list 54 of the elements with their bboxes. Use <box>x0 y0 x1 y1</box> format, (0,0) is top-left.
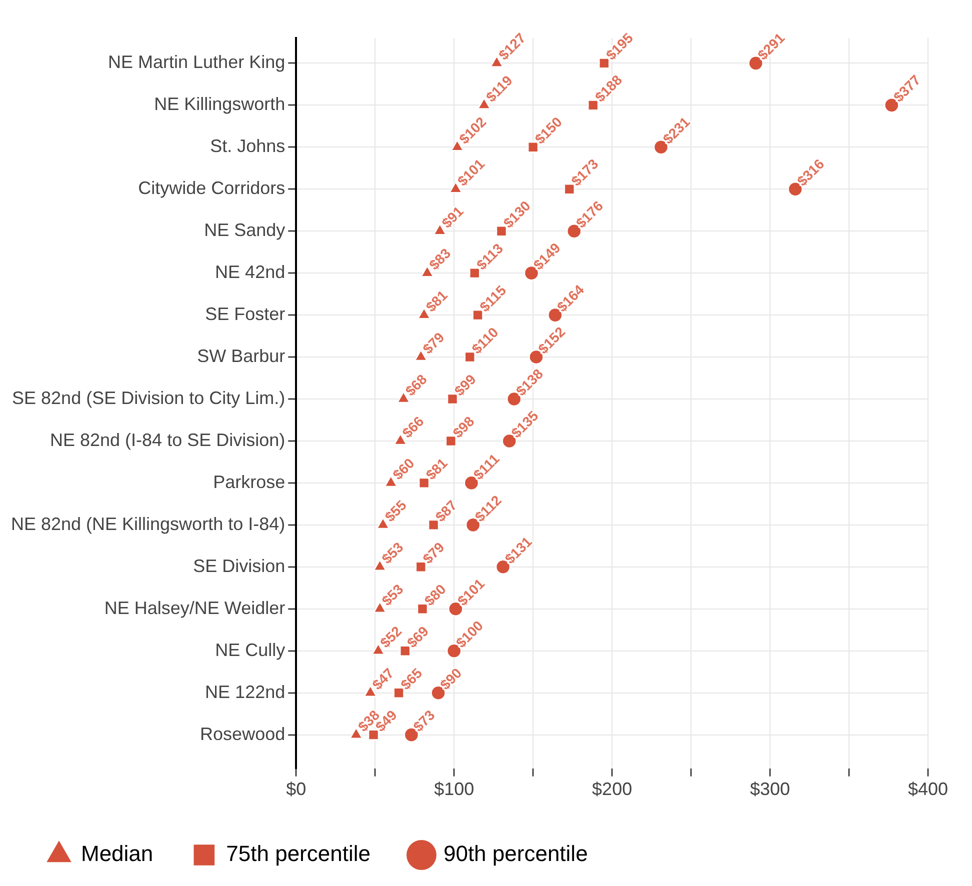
point <box>469 268 480 279</box>
legend-label: Median <box>81 841 154 866</box>
y-tick-label: Rosewood <box>200 724 286 744</box>
y-tick-label: NE Martin Luther King <box>108 52 286 72</box>
data-label: $53 <box>378 538 406 567</box>
x-tick-label: $400 <box>908 779 948 800</box>
data-label: $99 <box>451 370 480 399</box>
y-tick-label: Citywide Corridors <box>138 178 286 198</box>
data-label: $79 <box>419 538 448 567</box>
point <box>598 58 610 69</box>
x-tick-label: $300 <box>750 779 790 800</box>
point <box>528 142 539 153</box>
y-tick-label: NE Halsey/NE Weidler <box>104 598 286 618</box>
y-tick-label: SE Foster <box>205 304 286 324</box>
y-tick-label: Parkrose <box>213 472 286 492</box>
data-label: $53 <box>378 580 406 609</box>
data-label: $81 <box>422 286 451 315</box>
data-label: $55 <box>382 496 410 525</box>
x-tick-label: $200 <box>592 779 632 800</box>
y-tick-label: NE Cully <box>215 640 286 660</box>
data-label: $80 <box>421 580 450 609</box>
data-label: $68 <box>402 370 430 399</box>
data-label: $47 <box>368 664 397 693</box>
y-tick-label: St. Johns <box>210 136 286 156</box>
data-label: $65 <box>397 664 426 693</box>
data-label: $73 <box>410 706 438 735</box>
data-label: $83 <box>426 244 454 273</box>
y-tick-label: NE 122nd <box>205 682 286 702</box>
data-label: $79 <box>419 328 448 357</box>
x-tick-label: $0 <box>286 779 306 800</box>
point <box>564 184 575 195</box>
y-tick-label: NE Sandy <box>204 220 286 240</box>
data-label: $90 <box>436 664 465 693</box>
data-label: $60 <box>389 454 418 483</box>
legend-label: 75th percentile <box>226 841 370 866</box>
data-label: $98 <box>449 412 478 441</box>
data-label: $52 <box>376 622 405 651</box>
y-tick-label: NE 82nd (I-84 to SE Division) <box>50 430 286 450</box>
data-label: $87 <box>432 496 460 525</box>
y-tick-label: SE Division <box>193 556 286 576</box>
data-label: $91 <box>438 202 466 231</box>
point <box>472 310 484 321</box>
y-tick-label: NE 82nd (NE Killingsworth to I-84) <box>10 514 286 534</box>
y-tick-label: NE 42nd <box>215 262 286 282</box>
point <box>496 226 508 237</box>
data-label: $81 <box>422 454 451 483</box>
x-tick-label: $100 <box>434 779 474 800</box>
y-tick-label: SW Barbur <box>197 346 286 366</box>
legend-label: 90th percentile <box>443 841 588 866</box>
data-label: $66 <box>398 412 427 441</box>
y-tick-label: SE 82nd (SE Division to City Lim.) <box>12 388 286 408</box>
y-tick-label: NE Killingsworth <box>154 94 286 114</box>
point <box>588 100 599 111</box>
data-label: $69 <box>404 622 432 651</box>
